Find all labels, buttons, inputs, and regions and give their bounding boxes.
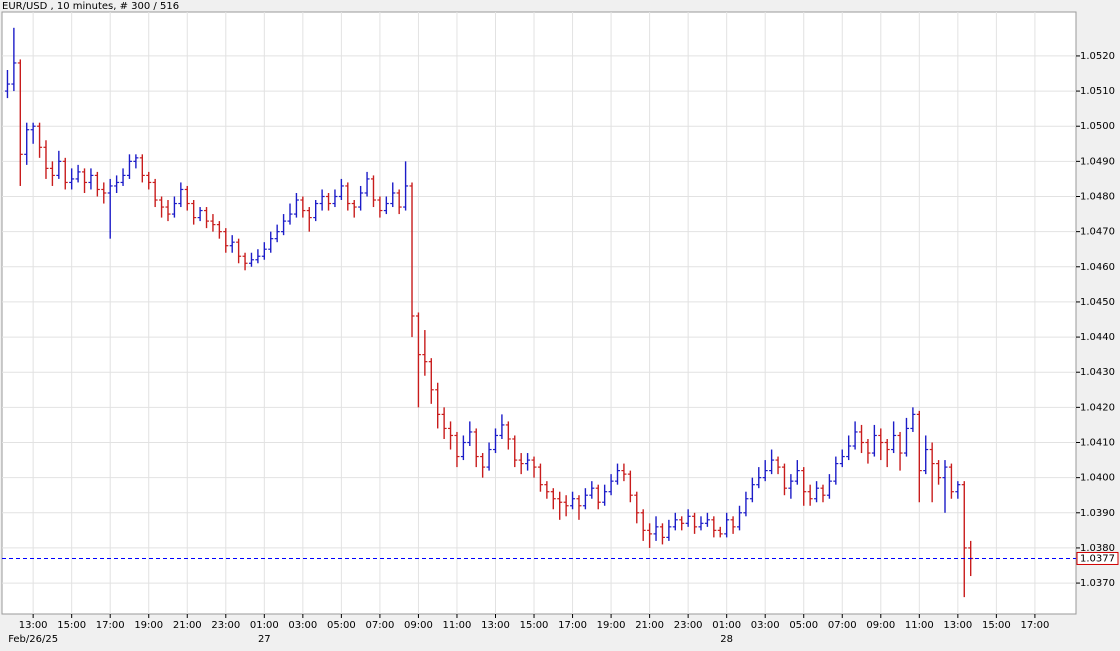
y-tick-label: 1.0400 — [1080, 473, 1115, 484]
current-price-box — [1076, 551, 1119, 565]
x-tick-label: 13:00 — [943, 620, 972, 631]
x-tick-label: 17:00 — [96, 620, 125, 631]
y-tick-label: 1.0430 — [1080, 367, 1115, 378]
x-tick-label: 19:00 — [597, 620, 626, 631]
chart-title: EUR/USD , 10 minutes, # 300 / 516 — [2, 1, 179, 12]
x-tick-label: 23:00 — [211, 620, 240, 631]
x-tick-label: 03:00 — [288, 620, 317, 631]
x-tick-label: 13:00 — [19, 620, 48, 631]
y-tick-label: 1.0420 — [1080, 402, 1115, 413]
date-label: 28 — [720, 634, 733, 645]
x-tick-label: 23:00 — [674, 620, 703, 631]
x-tick-label: 05:00 — [789, 620, 818, 631]
x-tick-label: 15:00 — [57, 620, 86, 631]
plot-area — [1, 11, 1077, 615]
y-tick-label: 1.0380 — [1080, 543, 1115, 554]
x-tick-label: 07:00 — [365, 620, 394, 631]
x-tick-label: 13:00 — [481, 620, 510, 631]
x-tick-label: 17:00 — [558, 620, 587, 631]
y-tick-label: 1.0370 — [1080, 578, 1115, 589]
x-tick-label: 01:00 — [712, 620, 741, 631]
x-tick-label: 11:00 — [443, 620, 472, 631]
date-label: Feb/26/25 — [8, 634, 58, 645]
y-tick-label: 1.0510 — [1080, 86, 1115, 97]
x-tick-label: 19:00 — [134, 620, 163, 631]
y-tick-label: 1.0390 — [1080, 508, 1115, 519]
y-tick-label: 1.0480 — [1080, 192, 1115, 203]
x-tick-label: 15:00 — [520, 620, 549, 631]
y-tick-label: 1.0440 — [1080, 332, 1115, 343]
x-tick-label: 05:00 — [327, 620, 356, 631]
y-tick-label: 1.0450 — [1080, 297, 1115, 308]
x-tick-label: 09:00 — [404, 620, 433, 631]
x-tick-label: 21:00 — [173, 620, 202, 631]
x-tick-label: 07:00 — [828, 620, 857, 631]
y-tick-label: 1.0410 — [1080, 438, 1115, 449]
x-tick-label: 03:00 — [751, 620, 780, 631]
y-tick-label: 1.0520 — [1080, 51, 1115, 62]
y-tick-label: 1.0460 — [1080, 262, 1115, 273]
x-tick-label: 01:00 — [250, 620, 279, 631]
y-tick-label: 1.0500 — [1080, 121, 1115, 132]
date-label: 27 — [258, 634, 271, 645]
y-tick-label: 1.0490 — [1080, 156, 1115, 167]
current-price-label: 1.0377 — [1080, 553, 1115, 564]
x-tick-label: 11:00 — [905, 620, 934, 631]
x-tick-label: 17:00 — [1020, 620, 1049, 631]
x-tick-label: 15:00 — [982, 620, 1011, 631]
x-tick-label: 09:00 — [866, 620, 895, 631]
y-tick-label: 1.0470 — [1080, 227, 1115, 238]
x-tick-label: 21:00 — [635, 620, 664, 631]
